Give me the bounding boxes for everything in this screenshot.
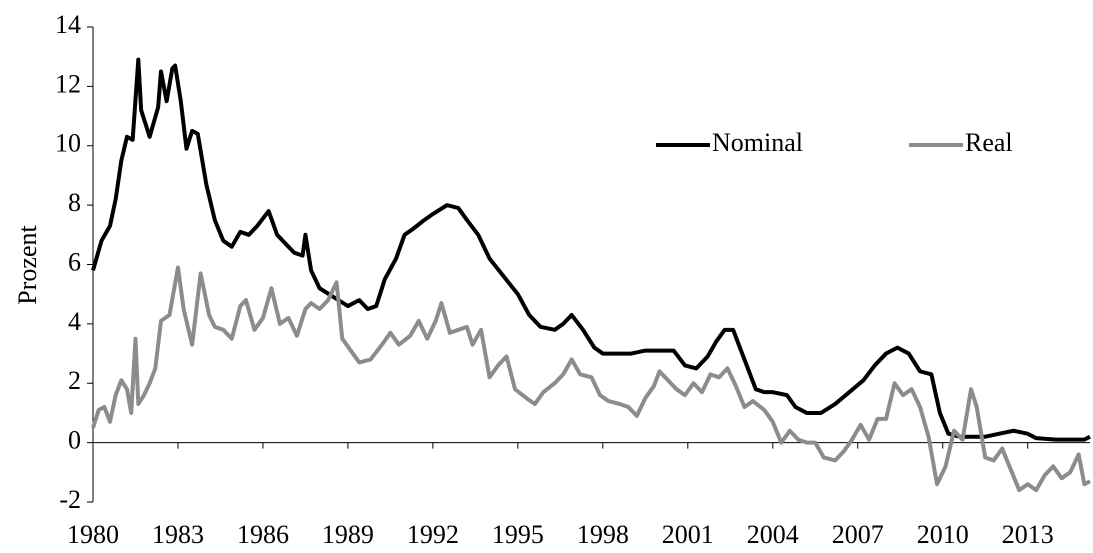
y-tick-label: 6	[68, 247, 81, 276]
x-tick-label: 1986	[237, 520, 289, 549]
series-line	[91, 57, 1091, 442]
y-tick-label: 8	[68, 188, 81, 217]
y-tick-label: 4	[68, 307, 81, 336]
y-axis-label: Prozent	[13, 225, 42, 305]
x-tick-label: 2010	[917, 520, 969, 549]
x-tick-label: 2013	[1002, 520, 1054, 549]
x-tick-label: 2001	[662, 520, 714, 549]
y-tick-label: 12	[55, 69, 81, 98]
y-tick-label: 10	[55, 129, 81, 158]
x-tick-label: 1995	[492, 520, 544, 549]
x-tick-label: 2004	[747, 520, 799, 549]
x-tick-label: 1983	[152, 520, 204, 549]
series-line	[91, 265, 1091, 493]
x-tick-label: 1998	[577, 520, 629, 549]
x-tick-label: 2007	[832, 520, 884, 549]
legend-label: Nominal	[712, 128, 803, 157]
y-tick-label: 0	[68, 426, 81, 455]
y-tick-label: 2	[68, 366, 81, 395]
y-tick-label: 14	[55, 10, 81, 39]
x-tick-label: 1992	[407, 520, 459, 549]
y-tick-label: -2	[59, 485, 81, 514]
x-tick-label: 1989	[322, 520, 374, 549]
x-tick-label: 1980	[67, 520, 119, 549]
legend-label: Real	[965, 128, 1013, 157]
